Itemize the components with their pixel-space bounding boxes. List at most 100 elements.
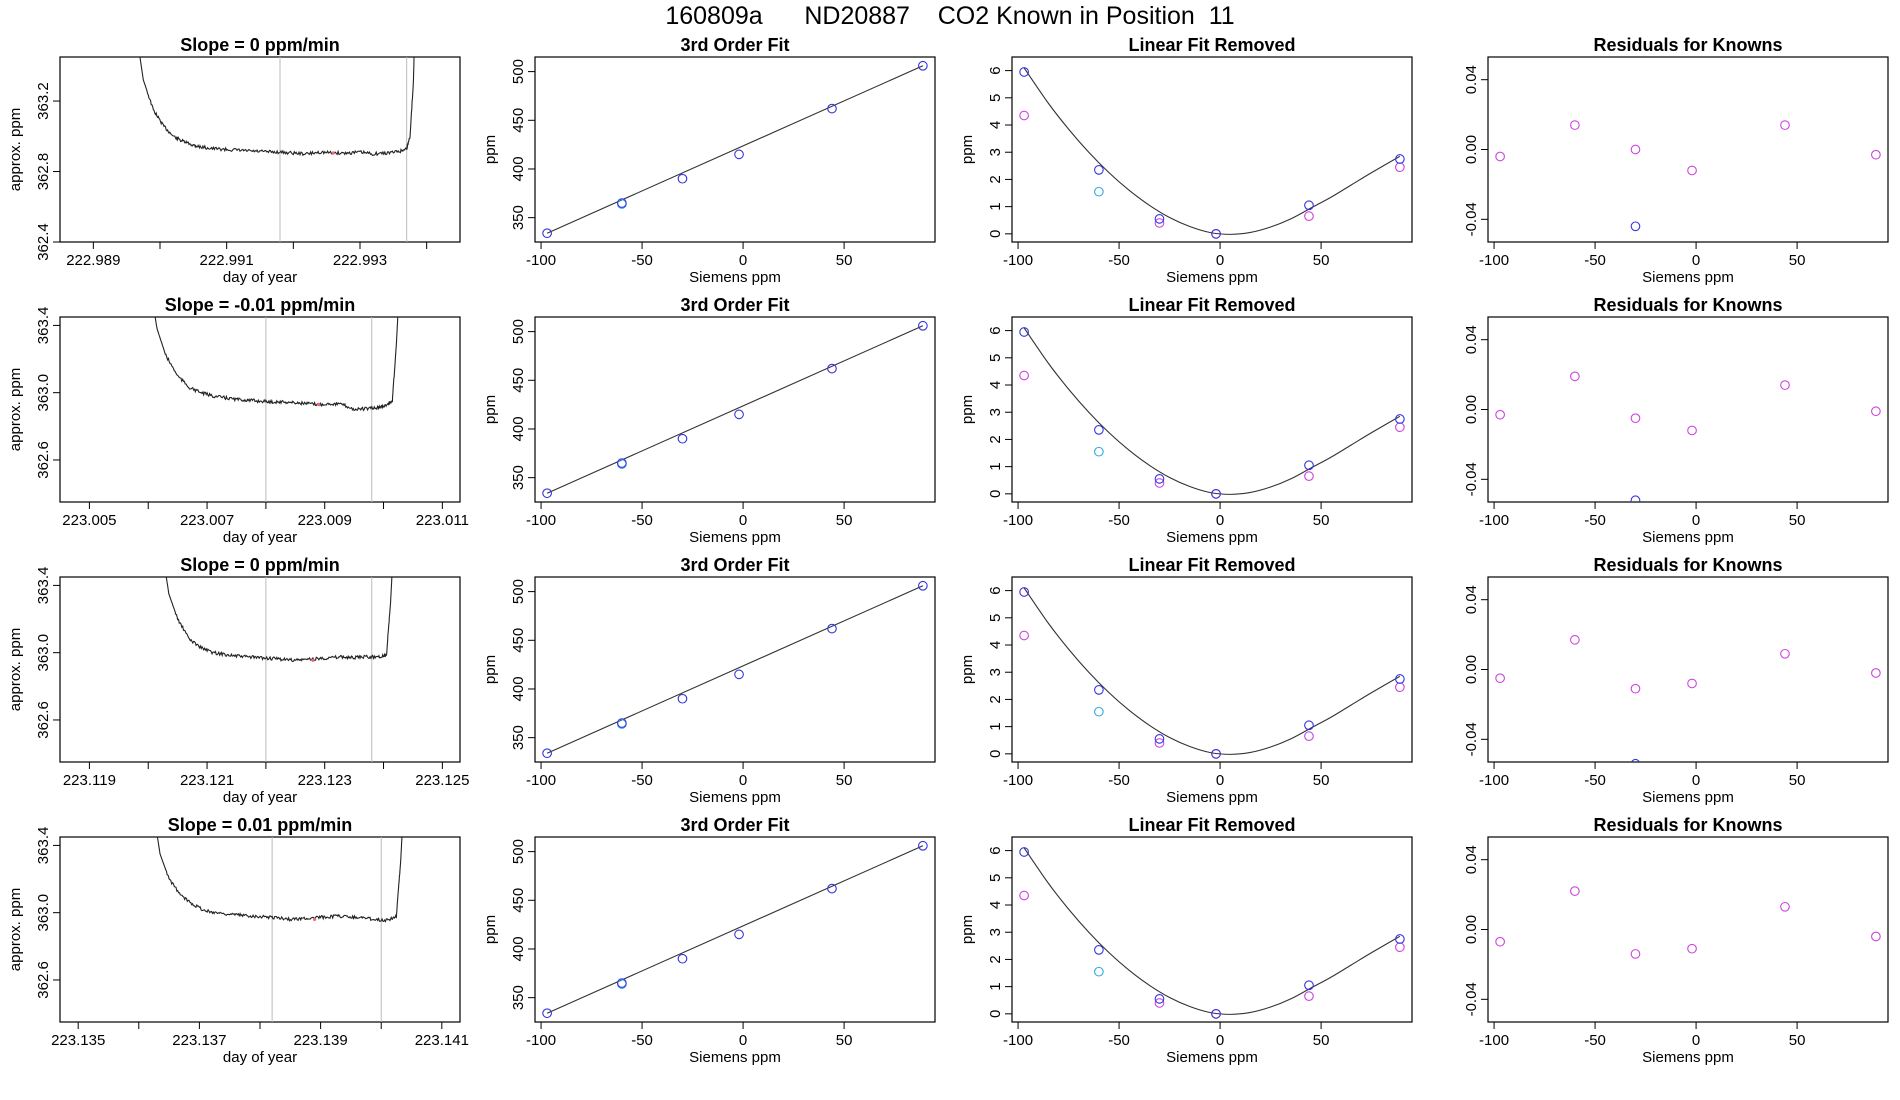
fit-data-point: [1154, 994, 1165, 1004]
y-tick-label: 1: [987, 202, 1004, 210]
y-tick-label: 0.00: [1463, 655, 1480, 684]
plot-title: Slope = 0 ppm/min: [180, 35, 340, 55]
fit-data-point: [734, 149, 744, 160]
plot-title: 3rd Order Fit: [680, 815, 789, 835]
y-axis-label: ppm: [482, 395, 499, 424]
x-tick-label: -50: [631, 512, 653, 529]
fit-data-point: [1630, 221, 1641, 232]
y-axis-label: approx. ppm: [7, 108, 24, 191]
plot-area: [1495, 120, 1881, 232]
raw-data-point: [1495, 673, 1505, 684]
fit-data-point: [1304, 980, 1314, 991]
y-tick-label: 4: [987, 381, 1004, 389]
fit-data-point: [918, 840, 928, 851]
alt-data-point: [1094, 706, 1104, 717]
x-tick-label: 0: [739, 252, 747, 269]
raw-data-point: [1395, 942, 1405, 953]
plot-area: [154, 317, 399, 502]
fit-data-point: [827, 363, 837, 374]
y-tick-label: 363.0: [35, 634, 52, 672]
x-tick-label: -100: [526, 252, 556, 269]
y-tick-label: 363.0: [35, 374, 52, 412]
chart-panel: Slope = -0.01 ppm/min 223.005 223.007 223.0…: [7, 295, 469, 546]
fit-curve: [1023, 587, 1401, 755]
chart-panel: Linear Fit Removed -100 -50 0 50 0 1 2 3 4 5 6 Sieme…: [959, 815, 1413, 1066]
alt-data-point: [1094, 446, 1104, 457]
fit-data-point: [1395, 154, 1405, 164]
fit-data-point: [1211, 488, 1221, 499]
raw-data-point: [1871, 931, 1881, 942]
plot-area: [1019, 327, 1405, 499]
y-axis-label: ppm: [959, 135, 976, 164]
x-tick-label: 50: [836, 512, 853, 529]
fit-data-point: [1094, 945, 1104, 955]
y-tick-label: 0: [987, 490, 1004, 498]
y-tick-label: 362.4: [35, 223, 52, 261]
plot-title: 3rd Order Fit: [680, 35, 789, 55]
page-title: 160809a ND20887 CO2 Known in Position 11: [665, 2, 1235, 30]
x-tick-label: 0: [1692, 772, 1700, 789]
y-axis-label: ppm: [482, 655, 499, 684]
y-tick-label: 6: [987, 586, 1004, 594]
y-tick-label: 363.4: [35, 827, 52, 865]
mean-marker: [331, 151, 335, 155]
y-tick-label: -0.04: [1463, 462, 1480, 496]
y-tick-label: 4: [987, 901, 1004, 909]
chart-panel: Residuals for Knowns -100 -50 0 50 -0.04 0.00 0…: [1463, 295, 1889, 546]
x-tick-label: 0: [739, 512, 747, 529]
plot-title: Residuals for Knowns: [1593, 815, 1782, 835]
raw-data-point: [1495, 409, 1505, 420]
raw-data-point: [1630, 144, 1641, 155]
plot-area: [139, 57, 415, 242]
y-tick-label: 450: [510, 888, 527, 913]
x-tick-label: -100: [1003, 772, 1033, 789]
x-tick-label: -50: [1108, 512, 1130, 529]
plot-area: [165, 577, 393, 762]
x-tick-label: -50: [631, 772, 653, 789]
y-tick-label: 4: [987, 641, 1004, 649]
plot-frame: [59, 56, 461, 243]
fit-curve: [1023, 327, 1401, 495]
y-tick-label: 363.2: [35, 82, 52, 120]
fit-data-point: [677, 693, 688, 704]
y-tick-label: 0.04: [1463, 65, 1480, 94]
x-tick-label: 223.141: [415, 1032, 469, 1049]
plot-frame: [59, 576, 461, 763]
x-tick-label: 50: [1789, 512, 1806, 529]
x-axis-label: day of year: [223, 269, 297, 286]
fit-data-point: [827, 883, 837, 894]
fit-data-point: [734, 669, 744, 680]
raw-data-point: [1395, 682, 1405, 693]
fit-data-point: [1395, 414, 1405, 424]
fit-curve: [1023, 847, 1401, 1015]
x-tick-label: 222.993: [333, 252, 387, 269]
plot-area: [542, 320, 928, 499]
plot-title: 3rd Order Fit: [680, 555, 789, 575]
x-axis-label: Siemens ppm: [689, 789, 781, 806]
y-axis-label: ppm: [959, 395, 976, 424]
x-tick-label: -50: [1584, 1032, 1606, 1049]
x-tick-label: -100: [526, 772, 556, 789]
concentration-trace: [165, 577, 393, 663]
plot-area: [1495, 634, 1881, 762]
fit-data-point: [1154, 474, 1165, 484]
alt-data-point: [1094, 186, 1104, 197]
plot-frame: [534, 836, 936, 1023]
y-tick-label: 500: [510, 319, 527, 344]
x-tick-label: -50: [1108, 252, 1130, 269]
fit-data-point: [1630, 758, 1640, 762]
y-tick-label: 363.4: [35, 307, 52, 345]
y-axis-label: approx. ppm: [7, 628, 24, 711]
raw-data-point: [1570, 371, 1580, 382]
y-tick-label: 0.00: [1463, 915, 1480, 944]
y-tick-label: 362.6: [35, 441, 52, 479]
x-tick-label: 0: [739, 772, 747, 789]
x-axis-label: day of year: [223, 789, 297, 806]
plot-area: [542, 60, 928, 239]
y-tick-label: 6: [987, 326, 1004, 334]
raw-data-point: [1871, 149, 1881, 160]
y-tick-label: 3: [987, 408, 1004, 416]
y-tick-label: 2: [987, 175, 1004, 183]
plot-title: Slope = -0.01 ppm/min: [165, 295, 356, 315]
